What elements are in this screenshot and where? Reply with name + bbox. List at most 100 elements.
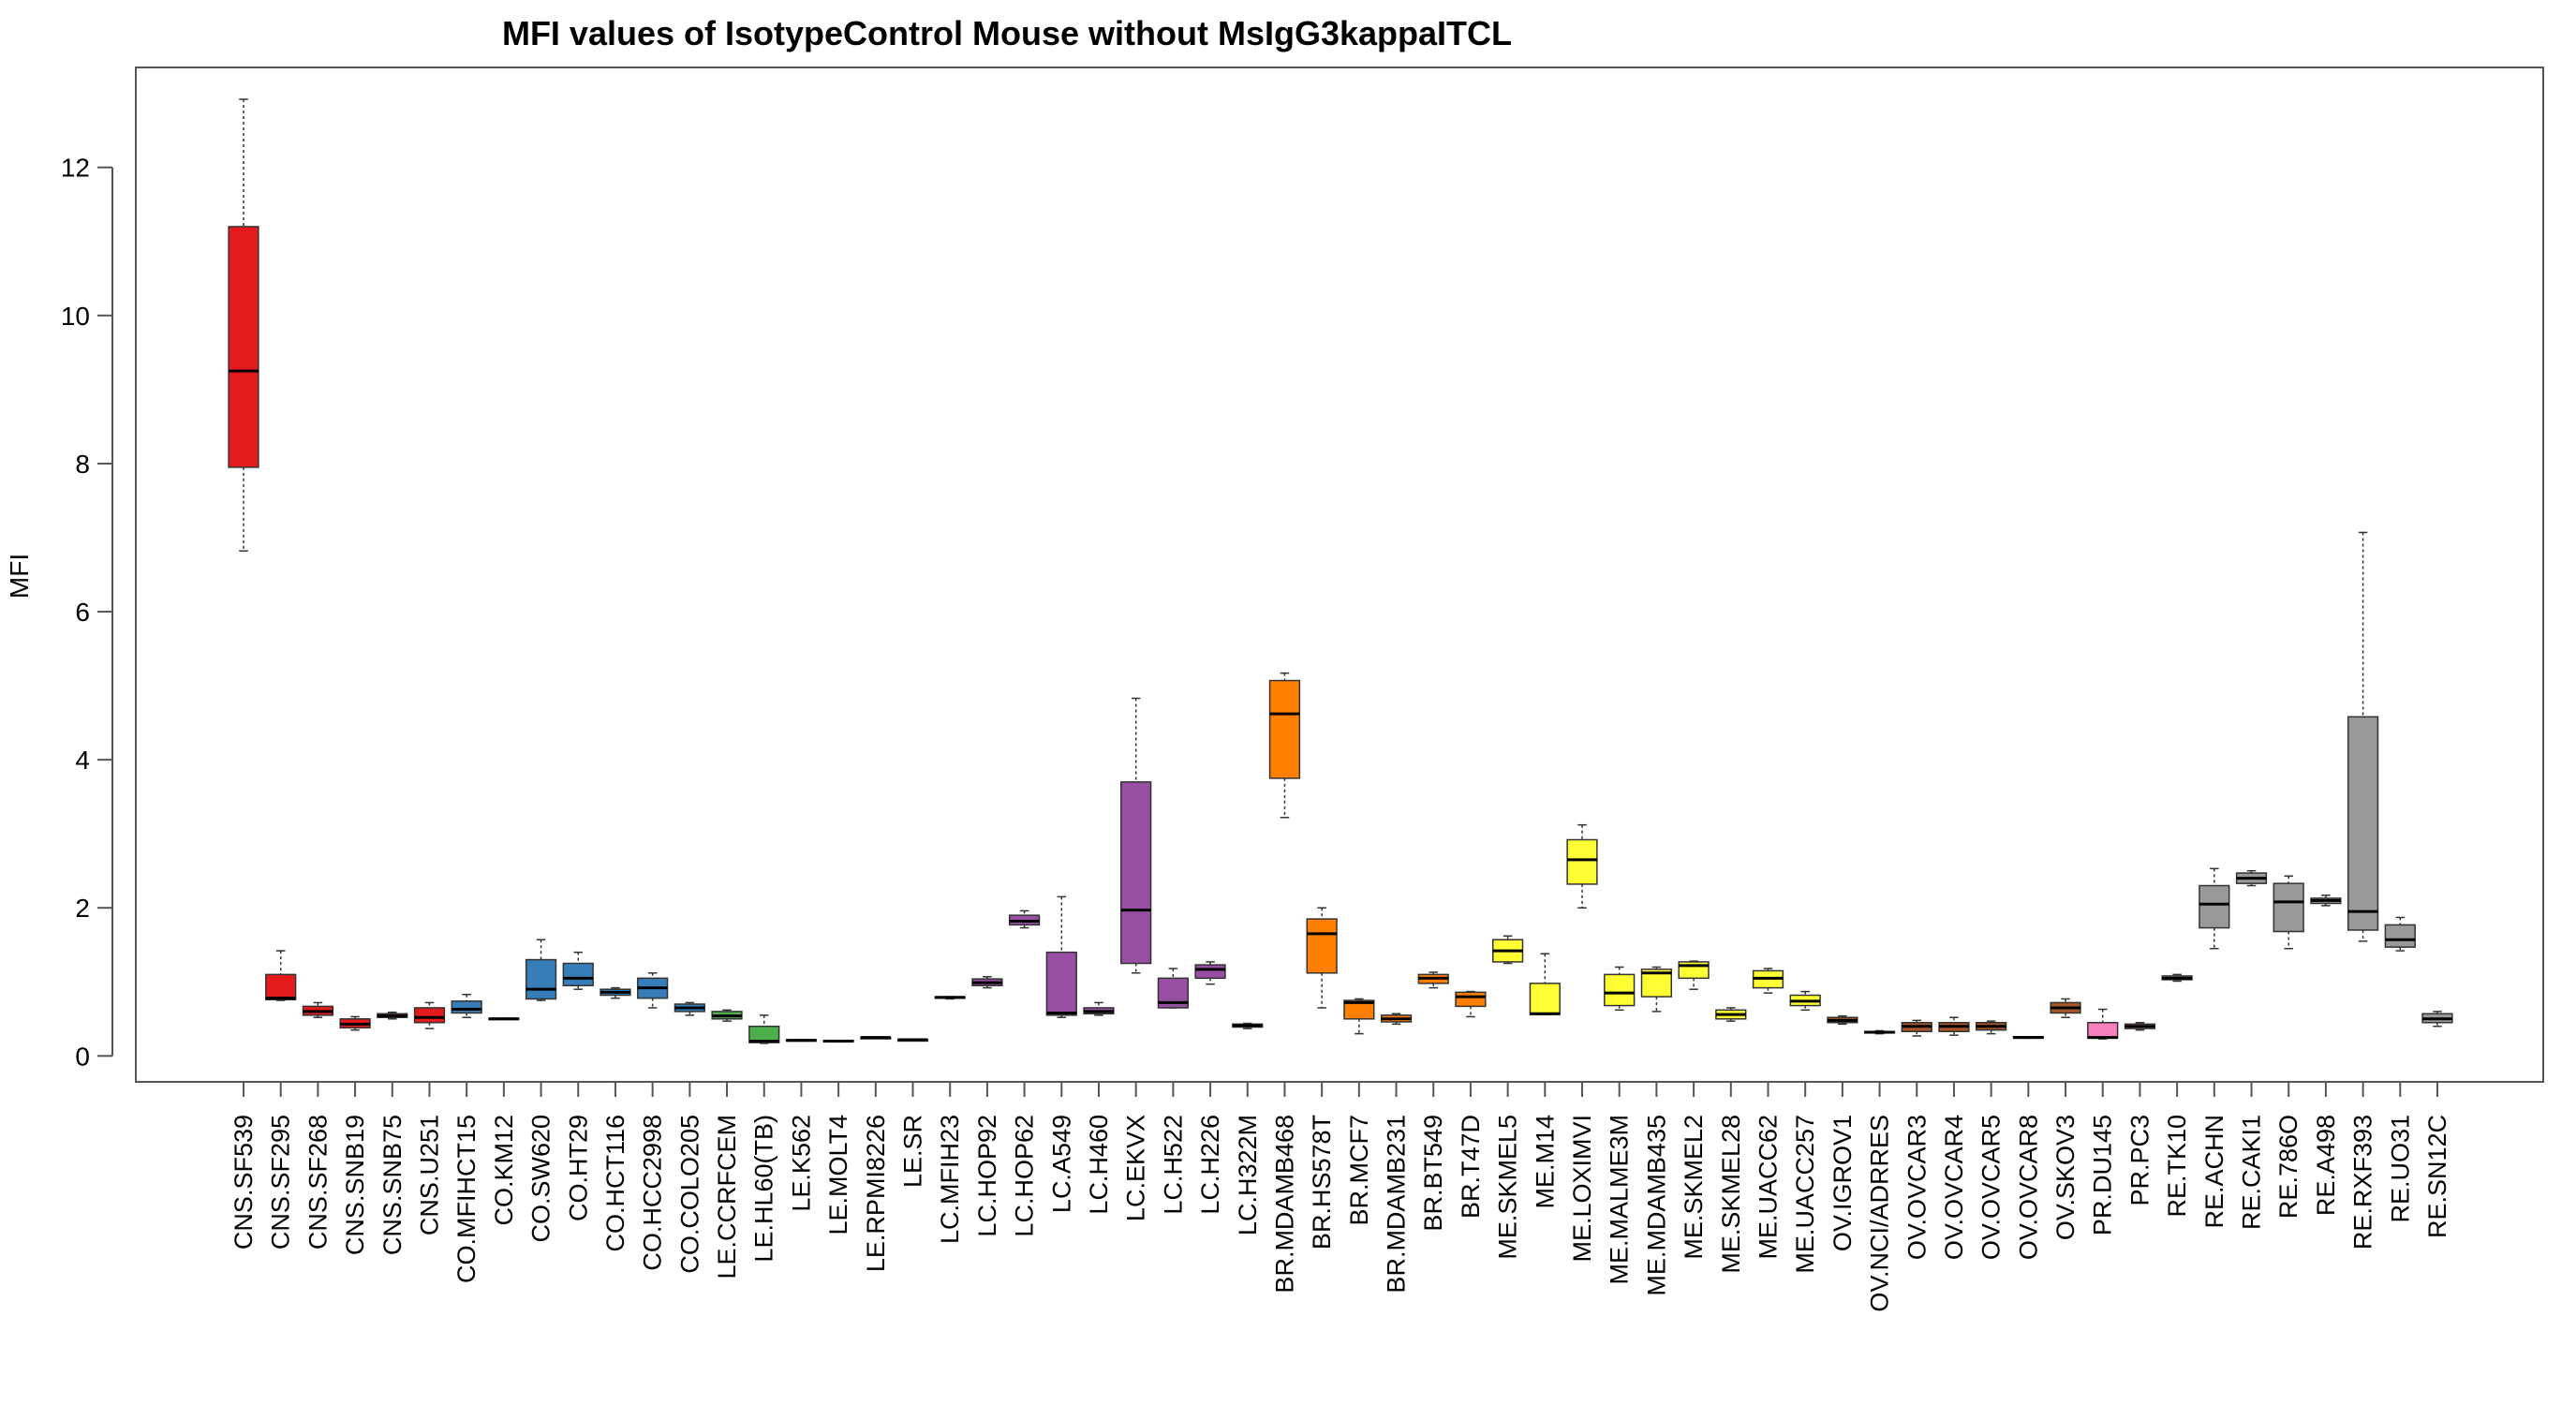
box-ov-ovcar3: [1901, 1019, 1932, 1037]
x-tick-label: CO.COLO205: [675, 1115, 703, 1274]
iqr-box: [1306, 918, 1338, 974]
box-co-mfihct15: [451, 993, 482, 1018]
box-lc-h460: [1083, 1001, 1115, 1016]
box-re-achn: [2198, 867, 2230, 950]
box-ov-ovcar5: [1976, 1020, 2007, 1035]
box-co-sw620: [525, 939, 557, 1001]
x-tick-label: LC.A549: [1047, 1115, 1075, 1213]
x-tick-label: BR.BT549: [1419, 1115, 1447, 1232]
x-tick-label: BR.T47D: [1457, 1115, 1485, 1219]
x-tick-label: CO.HCC2998: [639, 1115, 667, 1271]
box-me-m14: [1529, 953, 1561, 1015]
x-tick-label: CO.SW620: [527, 1115, 555, 1243]
box-me-skmel5: [1491, 935, 1524, 965]
box-lc-h226: [1194, 961, 1226, 985]
y-tick-label: 0: [75, 1042, 90, 1071]
box-ov-ovcar8: [2012, 1036, 2044, 1040]
iqr-box: [562, 962, 594, 986]
box-co-hcc2998: [637, 972, 669, 1009]
box-me-uacc257: [1789, 990, 1821, 1012]
x-tick-label: BR.MDAMB468: [1270, 1115, 1298, 1294]
iqr-box: [2087, 1022, 2119, 1040]
box-co-ht29: [562, 951, 594, 990]
box-re-tk10: [2161, 973, 2193, 983]
box-lc-mfih23: [934, 996, 966, 1000]
box-br-mcf7: [1343, 998, 1375, 1035]
x-tick-label: ME.LOXIMVI: [1568, 1115, 1596, 1263]
x-tick-label: RE.ACHN: [2200, 1115, 2228, 1229]
x-tick-label: LE.RPMI8226: [862, 1115, 890, 1272]
x-tick-label: ME.M14: [1531, 1115, 1559, 1209]
box-le-rpmi8226: [860, 1036, 892, 1040]
x-axis-labels: CNS.SF539 CNS.SF295 CNS.SF268 CNS.SNB19 CNS.…: [229, 1081, 2451, 1312]
box-re-786o: [2273, 875, 2304, 950]
x-tick-label: OV.OVCAR8: [2014, 1115, 2042, 1260]
box-lc-hop92: [971, 975, 1003, 989]
x-tick-label: CO.HT29: [564, 1115, 592, 1221]
y-tick-label: 2: [75, 894, 90, 923]
x-tick-label: ME.UACC62: [1754, 1115, 1782, 1260]
chart-title: MFI values of IsotypeControl Mouse witho…: [502, 14, 1512, 52]
boxes-layer: [228, 98, 2453, 1044]
box-re-uo31: [2384, 916, 2416, 952]
box-me-skmel2: [1678, 960, 1710, 990]
iqr-box: [1455, 991, 1487, 1008]
x-tick-label: CNS.SF539: [229, 1115, 258, 1250]
x-tick-label: RE.UO31: [2386, 1115, 2414, 1223]
box-cns-snb75: [377, 1011, 408, 1020]
box-br-mdamb231: [1380, 1013, 1413, 1026]
x-tick-label: RE.786O: [2274, 1115, 2302, 1219]
box-cns-sf295: [265, 950, 297, 1001]
iqr-box: [228, 226, 259, 468]
box-me-uacc62: [1752, 968, 1784, 994]
x-tick-label: RE.A498: [2312, 1115, 2340, 1216]
x-tick-label: RE.SN12C: [2423, 1115, 2451, 1238]
box-le-k562: [785, 1039, 818, 1043]
iqr-box: [2347, 716, 2379, 931]
x-tick-label: LC.EKVX: [1122, 1115, 1150, 1221]
box-re-caki1: [2235, 869, 2268, 887]
iqr-box: [1045, 951, 1077, 1016]
box-le-hl60-tb-: [748, 1014, 780, 1044]
iqr-box: [1604, 973, 1636, 1007]
box-ov-skov3: [2050, 998, 2081, 1018]
box-lc-h522: [1157, 968, 1190, 1009]
iqr-box: [1529, 983, 1561, 1015]
box-br-t47d: [1455, 990, 1487, 1018]
plot-frame: [135, 67, 2544, 1083]
y-axis-label: MFI: [5, 554, 34, 599]
box-me-mdamb435: [1640, 966, 1673, 1013]
box-ov-nci-adrres: [1863, 1029, 1896, 1035]
x-tick-label: ME.MDAMB435: [1642, 1115, 1670, 1296]
x-tick-label: LC.H460: [1085, 1115, 1113, 1215]
x-tick-label: OV.OVCAR4: [1940, 1115, 1968, 1260]
x-tick-label: CNS.SNB75: [378, 1115, 407, 1255]
x-tick-label: RE.CAKI1: [2238, 1115, 2266, 1230]
box-br-hs578t: [1306, 907, 1338, 1009]
box-pr-pc3: [2124, 1022, 2156, 1031]
box-lc-a549: [1045, 895, 1077, 1018]
box-cns-u251: [413, 1001, 446, 1029]
y-tick-label: 6: [75, 598, 90, 627]
x-tick-label: OV.SKOV3: [2051, 1115, 2080, 1240]
y-tick-label: 12: [61, 154, 90, 183]
x-tick-label: LE.CCRFCEM: [713, 1115, 741, 1279]
x-tick-label: LC.HOP92: [973, 1115, 1001, 1237]
box-pr-du145: [2087, 1008, 2119, 1040]
box-re-rxf393: [2347, 531, 2379, 942]
y-tick-label: 8: [75, 450, 90, 479]
box-ov-ovcar4: [1938, 1016, 1970, 1036]
x-tick-label: LC.H226: [1196, 1115, 1224, 1215]
x-tick-label: CO.MFIHCT15: [452, 1115, 481, 1283]
x-tick-label: LE.HL60(TB): [750, 1115, 778, 1263]
box-cns-snb19: [339, 1015, 371, 1031]
box-co-colo205: [674, 1001, 705, 1016]
box-me-skmel28: [1715, 1007, 1747, 1022]
x-tick-label: BR.MCF7: [1345, 1115, 1373, 1226]
iqr-box: [1343, 999, 1375, 1020]
box-le-ccrfcem: [711, 1009, 743, 1022]
x-tick-label: CNS.SNB19: [341, 1115, 369, 1255]
iqr-box: [2384, 924, 2416, 948]
x-tick-label: PR.PC3: [2125, 1115, 2154, 1206]
